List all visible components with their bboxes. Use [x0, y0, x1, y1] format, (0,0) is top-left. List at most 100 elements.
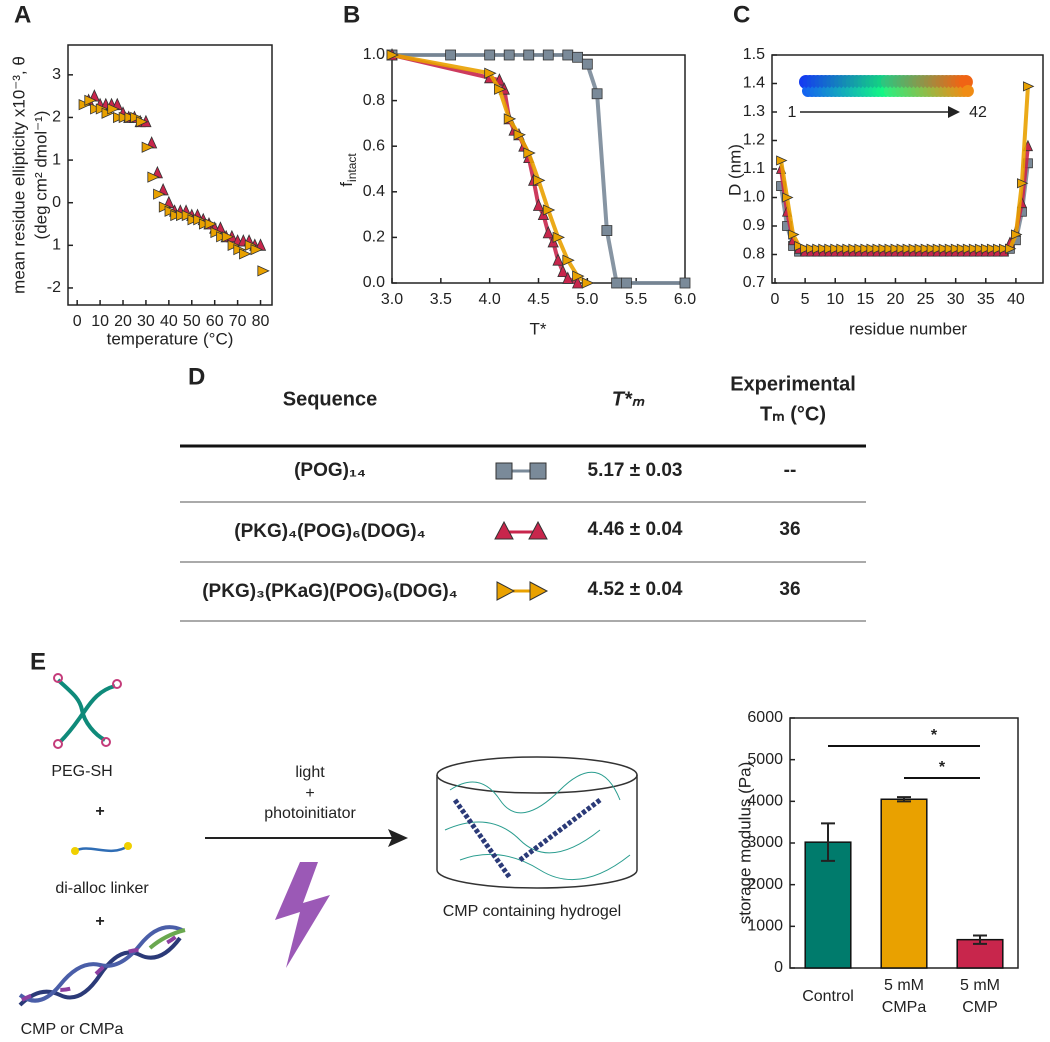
x-tick-label: 80 — [252, 313, 270, 330]
marker — [908, 243, 920, 254]
marker — [679, 277, 691, 289]
x-tick-label: 0 — [73, 313, 82, 330]
y-axis-title-main: f — [337, 182, 356, 187]
bar — [880, 798, 928, 969]
marker — [896, 243, 908, 254]
x-tick-label: 4.0 — [479, 291, 501, 308]
marker — [621, 277, 632, 289]
y-axis-title: fintact — [337, 153, 359, 187]
table-cell: 4.46 ± 0.04 — [588, 519, 683, 540]
diagram-plus: + — [95, 803, 104, 820]
marker — [824, 243, 836, 254]
x-tick-label: 50 — [183, 313, 201, 330]
y-tick-label: 1 — [52, 237, 61, 254]
legend-marker — [494, 520, 514, 540]
x-tick-label: 5.5 — [625, 291, 647, 308]
marker — [572, 270, 585, 282]
marker — [992, 243, 1005, 254]
panel-label: E — [30, 648, 46, 675]
marker — [239, 248, 252, 260]
marker — [557, 264, 569, 278]
marker — [107, 103, 120, 115]
y-axis-title-sub: intact — [345, 153, 359, 182]
legend-marker — [529, 581, 549, 601]
marker — [920, 243, 933, 254]
diagram-label: CMP or CMPa — [21, 1021, 124, 1038]
inset-label: 42 — [969, 104, 987, 121]
marker — [552, 231, 565, 244]
marker — [950, 243, 963, 254]
marker — [878, 243, 890, 254]
inset-label: 1 — [788, 104, 797, 121]
table-header: Tₘ (°C) — [760, 403, 826, 425]
marker — [974, 243, 987, 254]
y-tick-label: 5000 — [747, 751, 783, 768]
legend-marker — [528, 520, 548, 540]
x-tick-label: 3.0 — [381, 291, 403, 308]
x-tick-label: 5 — [801, 291, 810, 308]
x-axis-title: temperature (°C) — [107, 329, 234, 348]
marker — [542, 225, 554, 239]
significance-label: * — [939, 759, 946, 776]
y-tick-label: 2 — [52, 109, 61, 126]
x-tick-label: 4.5 — [527, 291, 549, 308]
marker — [250, 243, 263, 256]
marker — [794, 240, 806, 252]
marker — [782, 192, 794, 203]
x-tick-label: 40 — [1007, 291, 1025, 308]
y-tick-label: 0.2 — [363, 229, 385, 246]
y-tick-label: 0.6 — [363, 137, 385, 154]
y-tick-label: 3000 — [747, 834, 783, 851]
marker — [513, 129, 526, 141]
marker — [523, 49, 535, 61]
table-header: T*ₘ — [612, 388, 645, 410]
marker — [860, 243, 872, 254]
marker — [494, 83, 507, 95]
plot-frame — [391, 54, 686, 284]
panel-label: D — [188, 363, 205, 390]
table-cell: -- — [784, 460, 797, 481]
x-tick-label: Control — [802, 988, 854, 1005]
x-tick-label: 25 — [917, 291, 935, 308]
table-cell: (PKG)₃(PKaG)(POG)₆(DOG)₄ — [202, 581, 458, 602]
y-tick-label: 1.2 — [743, 132, 765, 149]
marker — [542, 49, 554, 61]
marker — [938, 243, 951, 254]
diagram-label: di-alloc linker — [55, 880, 149, 897]
diagram-plus: + — [95, 913, 104, 930]
x-tick-label: 20 — [114, 313, 132, 330]
marker — [902, 243, 914, 254]
x-tick-label: 5 mM CMP — [960, 977, 1000, 1016]
series-line — [391, 53, 589, 285]
y-tick-label: 1.0 — [363, 46, 385, 63]
y-tick-label: 0.7 — [743, 274, 765, 291]
marker — [926, 243, 939, 254]
y-tick-label: 1.3 — [743, 103, 765, 120]
marker — [257, 265, 270, 277]
x-tick-label: 30 — [947, 291, 965, 308]
x-tick-label: 35 — [977, 291, 995, 308]
table-cell: 5.17 ± 0.03 — [588, 460, 683, 481]
series-line — [779, 86, 1030, 251]
y-tick-label: 0 — [774, 959, 783, 976]
marker — [601, 225, 613, 236]
table-row: (POG)₁₄ 5.17 ± 0.03 -- — [294, 460, 796, 481]
cmp-helix-icon — [18, 925, 186, 1007]
marker — [914, 243, 927, 254]
marker — [848, 243, 860, 254]
marker — [562, 254, 575, 266]
y-axis-title: storage modulus (Pa) — [735, 762, 754, 925]
y-tick-label: 0.9 — [743, 217, 765, 234]
y-tick-label: 0.8 — [743, 246, 765, 263]
marker — [484, 49, 496, 61]
marker — [776, 155, 788, 166]
y-tick-label: 1.0 — [743, 189, 765, 206]
marker — [944, 243, 957, 254]
marker — [812, 243, 824, 254]
marker — [204, 218, 218, 230]
x-tick-label: 15 — [856, 291, 874, 308]
bar — [804, 841, 852, 969]
marker — [484, 67, 497, 79]
y-tick-label: 1.5 — [743, 46, 765, 63]
arrow-label: photoinitiator — [264, 805, 356, 822]
